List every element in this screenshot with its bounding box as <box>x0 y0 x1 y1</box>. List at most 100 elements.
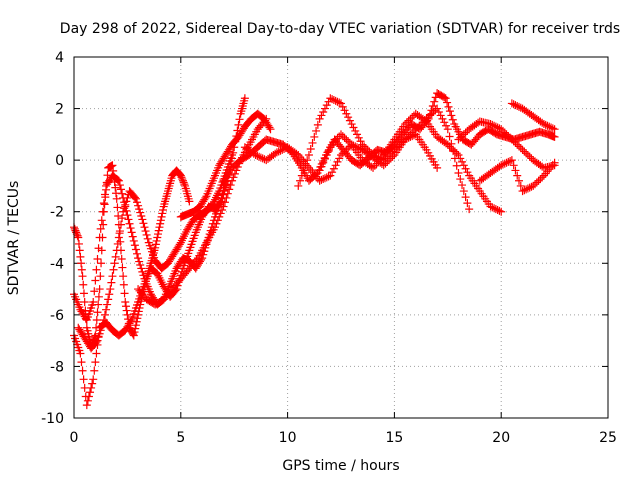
data-point <box>192 255 201 264</box>
data-point <box>415 121 424 130</box>
data-point <box>116 185 125 194</box>
data-point <box>340 106 349 115</box>
data-point <box>115 227 124 236</box>
data-point <box>70 224 79 233</box>
data-point <box>97 322 106 331</box>
data-point <box>73 231 82 240</box>
data-point <box>430 97 439 106</box>
data-point <box>493 205 502 214</box>
data-point <box>87 383 96 392</box>
data-point <box>86 388 95 397</box>
data-point <box>180 180 189 189</box>
data-point <box>74 233 83 242</box>
data-point <box>433 104 442 113</box>
data-point <box>225 185 234 194</box>
data-point <box>136 208 145 217</box>
data-point <box>213 216 222 225</box>
data-point <box>131 321 140 330</box>
data-point <box>408 113 417 122</box>
data-point <box>329 95 338 104</box>
data-point <box>131 324 140 333</box>
data-point <box>89 297 98 306</box>
data-point <box>338 149 347 158</box>
data-point <box>547 123 556 132</box>
data-point <box>80 297 89 306</box>
data-point <box>95 329 104 338</box>
data-point <box>133 314 142 323</box>
data-point <box>121 297 130 306</box>
data-point <box>292 149 301 158</box>
data-point <box>342 145 351 154</box>
data-point <box>493 123 502 132</box>
data-point <box>157 212 166 221</box>
x-tick-label: 20 <box>492 430 510 446</box>
data-point <box>79 289 88 298</box>
data-point <box>118 214 127 223</box>
data-point <box>548 124 557 133</box>
data-point <box>433 163 442 172</box>
data-point <box>456 154 465 163</box>
data-point <box>420 116 429 125</box>
data-point <box>413 123 422 132</box>
data-point <box>502 158 511 167</box>
data-point <box>401 135 410 144</box>
data-point <box>96 272 105 281</box>
data-point <box>301 161 310 170</box>
data-point <box>124 215 133 224</box>
data-point <box>210 223 219 232</box>
data-point <box>119 280 128 289</box>
data-point <box>543 167 552 176</box>
data-point <box>344 113 353 122</box>
data-point <box>76 252 85 261</box>
data-point <box>506 157 515 166</box>
data-point <box>272 148 281 157</box>
data-point <box>72 228 81 237</box>
data-point <box>142 230 151 239</box>
data-point <box>77 358 86 367</box>
y-tick-label: -2 <box>50 205 64 221</box>
data-point <box>319 158 328 167</box>
data-point <box>77 259 86 268</box>
data-point <box>308 138 317 147</box>
data-point <box>452 161 461 170</box>
data-point <box>121 200 130 209</box>
data-point <box>538 173 547 182</box>
data-point <box>156 216 165 225</box>
data-point <box>401 120 410 129</box>
data-point <box>74 239 83 248</box>
data-point <box>112 246 121 255</box>
data-point <box>463 168 472 177</box>
data-point <box>360 142 369 151</box>
data-point <box>103 300 112 309</box>
data-point <box>131 194 140 203</box>
data-point <box>179 178 188 187</box>
data-point <box>119 207 128 216</box>
data-point <box>404 133 413 142</box>
data-point <box>127 228 136 237</box>
data-point <box>78 272 87 281</box>
data-point <box>76 349 85 358</box>
data-point <box>458 181 467 190</box>
data-point <box>93 254 102 263</box>
data-point <box>490 204 499 213</box>
data-point <box>135 205 144 214</box>
data-point <box>509 100 518 109</box>
data-point <box>294 181 303 190</box>
data-point <box>402 118 411 127</box>
series-sat-d <box>74 150 237 353</box>
data-point <box>219 202 228 211</box>
data-point <box>345 116 354 125</box>
data-point <box>212 219 221 228</box>
data-point <box>94 333 103 342</box>
data-point <box>138 267 147 276</box>
data-point <box>158 209 167 218</box>
data-point <box>428 101 437 110</box>
data-point <box>71 226 80 235</box>
data-point <box>459 130 468 139</box>
data-point <box>541 169 550 178</box>
data-point <box>312 126 321 135</box>
series-sat-e <box>134 114 271 309</box>
y-tick-label: -4 <box>50 256 64 272</box>
data-point <box>90 287 99 296</box>
data-point <box>329 138 338 147</box>
